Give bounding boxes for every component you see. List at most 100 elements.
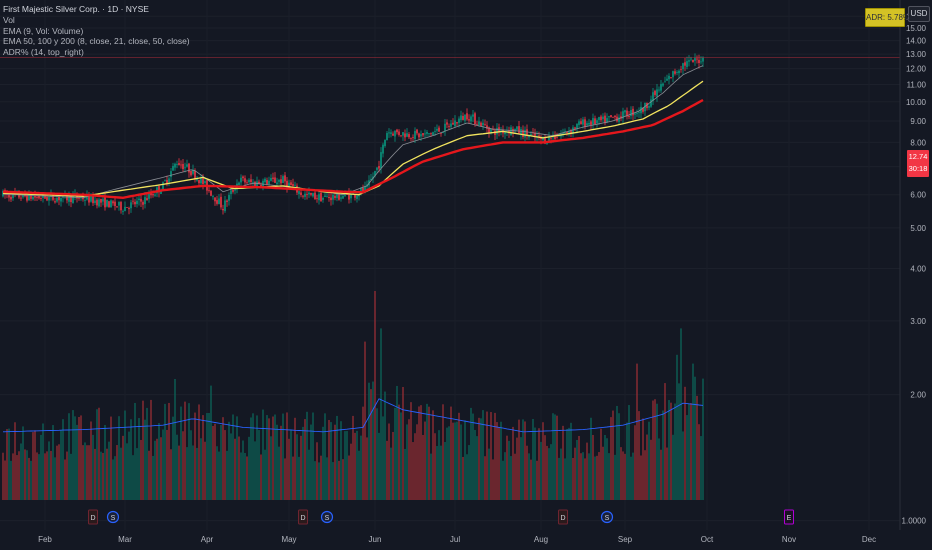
symbol-title[interactable]: First Majestic Silver Corp. · 1D · NYSE — [3, 4, 149, 14]
candle-body — [666, 78, 668, 81]
volume-bar — [672, 434, 674, 500]
volume-bar — [544, 435, 546, 500]
candle-body — [8, 193, 10, 198]
volume-bar — [474, 429, 476, 500]
volume-bar — [642, 418, 644, 500]
volume-bar — [170, 449, 172, 500]
event-marker-label: S — [111, 515, 116, 522]
volume-bar — [76, 424, 78, 500]
candle-body — [648, 106, 650, 108]
candle-body — [456, 122, 458, 124]
candle-body — [292, 184, 294, 186]
volume-bar — [522, 419, 524, 500]
candle-body — [106, 199, 108, 207]
candle-body — [420, 134, 422, 137]
candle-body — [270, 177, 272, 181]
candle-body — [132, 200, 134, 202]
event-marker-label: S — [605, 515, 610, 522]
dividend-marker — [298, 509, 308, 525]
volume-bar — [356, 430, 358, 500]
candle-body — [370, 178, 372, 181]
volume-bar — [542, 422, 544, 500]
candle-body — [600, 116, 602, 121]
candle-body — [590, 121, 592, 125]
indicator-adr[interactable]: ADR% (14, top_right) — [3, 47, 84, 58]
candle-body — [130, 202, 132, 209]
volume-bar — [644, 450, 646, 500]
volume-bar — [346, 431, 348, 500]
event-marker-label: D — [560, 515, 565, 522]
volume-bar — [696, 395, 698, 500]
candle-body — [286, 180, 288, 188]
volume-bar — [390, 447, 392, 500]
volume-bar — [416, 424, 418, 500]
y-axis-tick-label: 10.00 — [906, 98, 927, 107]
candle-body — [376, 167, 378, 171]
volume-bar — [2, 452, 4, 500]
candle-body — [170, 171, 172, 177]
candle-body — [458, 118, 460, 123]
volume-bar — [508, 440, 510, 500]
candle-body — [466, 113, 468, 120]
volume-bar — [314, 461, 316, 500]
volume-bar — [52, 425, 54, 500]
volume-bar — [244, 452, 246, 500]
volume-bar — [16, 455, 18, 500]
volume-bar — [430, 453, 432, 500]
volume-bar — [524, 421, 526, 500]
x-axis-tick-label: Dec — [862, 535, 876, 544]
volume-bar — [654, 399, 656, 500]
volume-bar — [354, 432, 356, 500]
candle-body — [618, 117, 620, 122]
candle-body — [222, 208, 224, 211]
volume-bar — [80, 415, 82, 500]
indicator-ema-50-100-200[interactable]: EMA 50, 100 y 200 (8, close, 21, close, … — [3, 36, 190, 47]
volume-bar — [268, 418, 270, 500]
candle-body — [178, 163, 180, 166]
volume-bar — [292, 456, 294, 500]
candle-body — [282, 176, 284, 183]
candle-body — [124, 206, 126, 211]
volume-bar — [280, 425, 282, 500]
currency-button[interactable]: USD — [908, 6, 930, 22]
volume-bar — [150, 399, 152, 500]
candle-body — [394, 130, 396, 137]
volume-bar — [364, 341, 366, 500]
volume-bar — [382, 416, 384, 500]
volume-bar — [532, 418, 534, 500]
volume-bar — [122, 435, 124, 500]
candle-body — [414, 131, 416, 140]
indicator-vol[interactable]: Vol — [3, 14, 15, 25]
indicator-ema-volume[interactable]: EMA (9, Vol: Volume) — [3, 25, 84, 36]
volume-bar — [148, 450, 150, 500]
candle-body — [158, 186, 160, 193]
candle-body — [604, 115, 606, 124]
volume-bar — [614, 454, 616, 500]
y-axis-tick-label: 3.00 — [910, 317, 926, 326]
candle-body — [374, 170, 376, 176]
volume-bar — [114, 456, 116, 500]
candle-body — [588, 122, 590, 125]
candle-body — [626, 110, 628, 117]
candle-body — [84, 199, 86, 201]
volume-bar — [164, 403, 166, 500]
candle-body — [146, 198, 148, 201]
volume-bar — [670, 402, 672, 500]
volume-bar — [480, 418, 482, 500]
candle-body — [632, 108, 634, 116]
candle-body — [442, 131, 444, 133]
candle-body — [384, 139, 386, 147]
volume-bar — [154, 440, 156, 500]
candle-body — [140, 198, 142, 202]
volume-bar — [368, 382, 370, 500]
candle-body — [486, 125, 488, 129]
candle-body — [388, 132, 390, 134]
volume-bar — [562, 425, 564, 500]
candle-body — [406, 133, 408, 137]
volume-bar — [556, 415, 558, 500]
volume-bar — [510, 456, 512, 500]
candle-body — [702, 57, 704, 62]
candle-body — [340, 197, 342, 199]
volume-bar — [126, 443, 128, 500]
